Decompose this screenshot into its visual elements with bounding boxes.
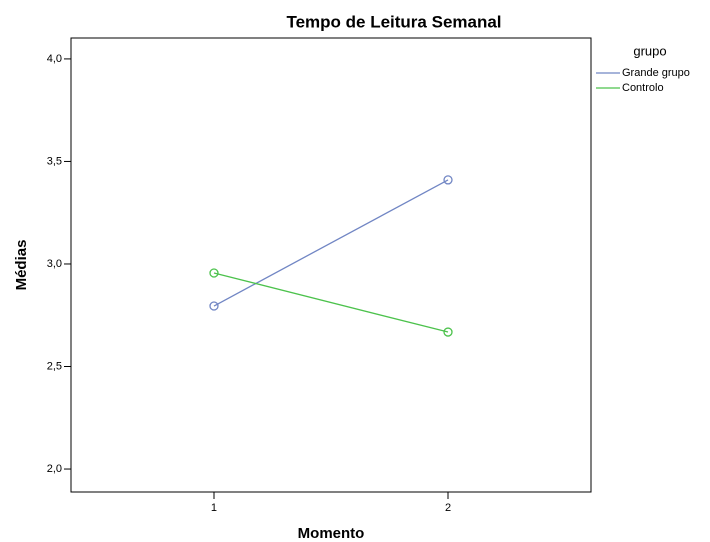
- point-marker: [209, 268, 219, 278]
- point-marker: [443, 327, 453, 337]
- chart-title: Tempo de Leitura Semanal: [286, 12, 501, 31]
- point-marker: [443, 175, 453, 185]
- point-marker: [209, 301, 219, 311]
- y-tick-label: 3,0: [47, 258, 62, 270]
- x-tick-label: 1: [211, 502, 217, 514]
- plot-frame: [70, 37, 592, 493]
- y-tick-label: 2,0: [47, 463, 62, 475]
- y-tick-label: 2,5: [47, 360, 62, 372]
- legend-label: Controlo: [622, 82, 664, 94]
- x-tick-label: 2: [445, 502, 451, 514]
- legend-label: Grande grupo: [622, 67, 690, 79]
- y-tick-label: 4,0: [47, 53, 62, 65]
- y-axis-label: Médias: [13, 240, 30, 291]
- legend-title: grupo: [633, 43, 666, 58]
- x-axis-label: Momento: [298, 525, 365, 542]
- y-tick-label: 3,5: [47, 155, 62, 167]
- series-line: [213, 179, 449, 307]
- series-line: [213, 272, 449, 333]
